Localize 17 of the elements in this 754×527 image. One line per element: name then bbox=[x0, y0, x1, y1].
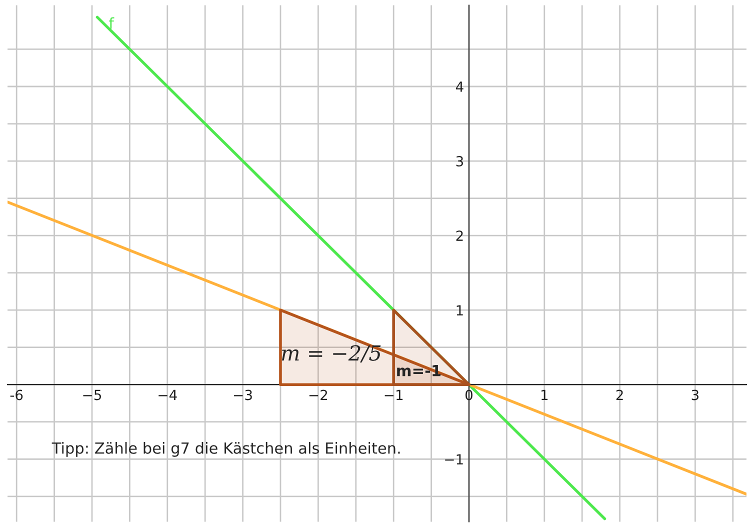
y-tick-label: 1 bbox=[456, 305, 463, 316]
annotation: m = −2/5 bbox=[282, 345, 381, 362]
y-tick-label: −1 bbox=[445, 454, 463, 464]
y-tick-label: 4 bbox=[456, 82, 464, 92]
series-label: f bbox=[108, 17, 114, 29]
y-tick-label: 3 bbox=[456, 156, 464, 166]
x-tick-label: 1 bbox=[541, 390, 548, 400]
x-tick-label: −5 bbox=[83, 390, 102, 400]
x-tick-label: −2 bbox=[309, 390, 328, 400]
x-tick-label: −1 bbox=[384, 390, 403, 400]
annotation: Tipp: Zähle bei g7 die Kästchen als Einheiten. bbox=[52, 442, 400, 457]
x-tick-label: -6 bbox=[10, 390, 23, 400]
x-tick-label: 3 bbox=[692, 390, 698, 400]
x-tick-label: −3 bbox=[234, 390, 252, 400]
x-tick-label: 2 bbox=[616, 390, 623, 400]
y-tick-label: 2 bbox=[456, 230, 463, 241]
x-tick-label: −4 bbox=[158, 390, 177, 400]
